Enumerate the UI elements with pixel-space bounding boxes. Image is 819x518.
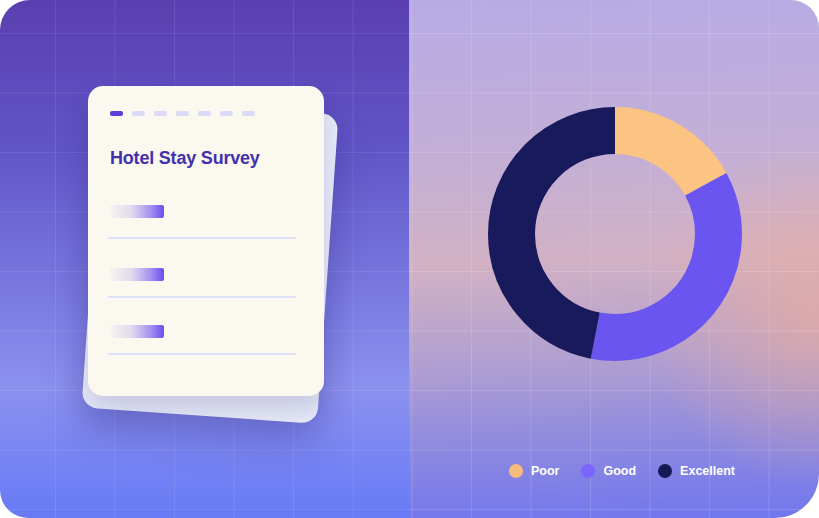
donut-chart bbox=[488, 107, 742, 361]
skeleton-divider bbox=[108, 353, 296, 355]
legend-label: Poor bbox=[531, 464, 559, 478]
chart-legend: Poor Good Excellent bbox=[425, 464, 819, 478]
dash-inactive bbox=[220, 111, 233, 116]
dash-inactive bbox=[242, 111, 255, 116]
legend-dot-excellent bbox=[658, 464, 672, 478]
skeleton-bar bbox=[110, 325, 164, 338]
legend-item-poor: Poor bbox=[509, 464, 559, 478]
card-title: Hotel Stay Survey bbox=[110, 148, 260, 169]
skeleton-divider bbox=[108, 237, 296, 239]
chart-area: Poor Good Excellent bbox=[409, 0, 819, 518]
skeleton-divider bbox=[108, 296, 296, 298]
skeleton-bar bbox=[110, 205, 164, 218]
legend-dot-poor bbox=[509, 464, 523, 478]
dash-inactive bbox=[198, 111, 211, 116]
legend-item-good: Good bbox=[581, 464, 636, 478]
progress-dashes bbox=[110, 111, 255, 116]
main-canvas: Hotel Stay Survey Poor Good Excellent bbox=[0, 0, 819, 518]
dash-active bbox=[110, 111, 123, 116]
legend-dot-good bbox=[581, 464, 595, 478]
legend-label: Good bbox=[603, 464, 636, 478]
dash-inactive bbox=[132, 111, 145, 116]
dash-inactive bbox=[176, 111, 189, 116]
survey-card: Hotel Stay Survey bbox=[88, 86, 324, 396]
dash-inactive bbox=[154, 111, 167, 116]
legend-label: Excellent bbox=[680, 464, 735, 478]
legend-item-excellent: Excellent bbox=[658, 464, 735, 478]
skeleton-bar bbox=[110, 268, 164, 281]
